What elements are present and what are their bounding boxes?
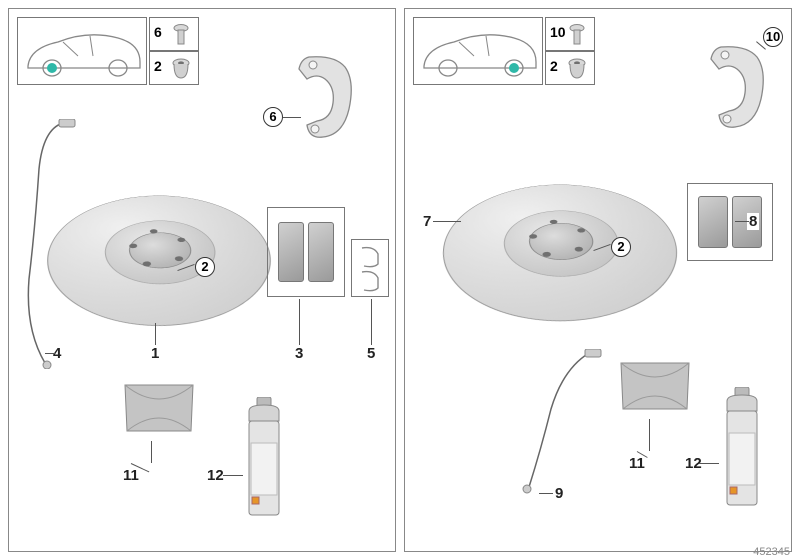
wear-sensor bbox=[515, 349, 615, 499]
car-locator-rear bbox=[413, 17, 543, 85]
plug-box-2: 2 bbox=[149, 51, 199, 85]
sensor-wire-icon bbox=[515, 349, 615, 499]
pouch-icon bbox=[119, 379, 199, 439]
bolt-box-6: 6 bbox=[149, 17, 199, 51]
clip-box bbox=[351, 239, 389, 297]
fastener-boxes: 6 2 bbox=[149, 17, 199, 85]
bracket-icon bbox=[693, 39, 788, 139]
callout-sensor: 9 bbox=[553, 485, 565, 502]
callout-bracket: 6 bbox=[263, 107, 283, 127]
pouch-icon bbox=[615, 357, 695, 417]
car-locator-front bbox=[17, 17, 147, 85]
callout-num: 2 bbox=[550, 58, 558, 74]
sensor-wire-icon bbox=[15, 119, 85, 369]
caliper-bracket bbox=[279, 49, 379, 149]
fastener-boxes: 10 2 bbox=[545, 17, 595, 85]
car-silhouette-icon bbox=[414, 18, 544, 86]
hex-bolt-icon bbox=[566, 22, 588, 48]
rear-wheel-dot-icon bbox=[509, 63, 519, 73]
grease-pouch bbox=[615, 357, 695, 417]
callout-pouch: 11 bbox=[627, 455, 647, 472]
car-silhouette-icon bbox=[18, 18, 148, 86]
spray-can-icon bbox=[717, 387, 767, 517]
callout-num: 6 bbox=[154, 24, 162, 40]
callout-clip: 5 bbox=[365, 345, 377, 362]
callout-pads: 3 bbox=[293, 345, 305, 362]
callout-pouch: 11 bbox=[121, 467, 141, 484]
spray-can-icon bbox=[239, 397, 289, 527]
caliper-bracket bbox=[693, 39, 788, 139]
diagram-id: 452345 bbox=[753, 546, 790, 558]
retaining-clip-icon bbox=[352, 240, 390, 298]
bracket-icon bbox=[279, 49, 379, 149]
front-brake-panel: 6 2 6 bbox=[8, 8, 396, 552]
brake-pads-box bbox=[267, 207, 345, 297]
rear-brake-panel: 10 2 10 bbox=[404, 8, 792, 552]
callout-disc-center: 2 bbox=[611, 237, 631, 257]
brake-pads-box bbox=[687, 183, 773, 261]
hex-bolt-icon bbox=[170, 22, 192, 48]
callout-disc: 7 bbox=[421, 213, 433, 230]
callout-bracket: 10 bbox=[763, 27, 783, 47]
callout-disc: 1 bbox=[149, 345, 161, 362]
bolt-box-10: 10 bbox=[545, 17, 595, 51]
brake-cleaner-spray bbox=[239, 397, 289, 527]
plug-box-2: 2 bbox=[545, 51, 595, 85]
callout-num: 2 bbox=[154, 58, 162, 74]
socket-plug-icon bbox=[566, 56, 588, 82]
wear-sensor bbox=[15, 119, 85, 369]
callout-num: 10 bbox=[550, 24, 566, 40]
brake-disc bbox=[445, 125, 675, 355]
front-wheel-dot-icon bbox=[47, 63, 57, 73]
brake-cleaner-spray bbox=[717, 387, 767, 517]
grease-pouch bbox=[119, 379, 199, 439]
socket-plug-icon bbox=[170, 56, 192, 82]
callout-disc-center: 2 bbox=[195, 257, 215, 277]
